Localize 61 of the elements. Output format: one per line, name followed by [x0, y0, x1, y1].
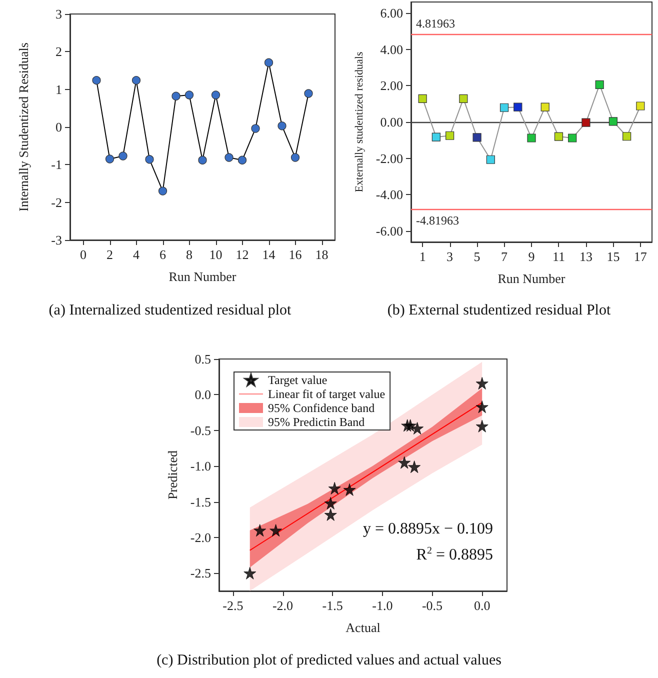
x-tick-label: 5 — [474, 249, 480, 264]
y-tick-label: -4.00 — [376, 187, 403, 202]
y-tick-label: 0.5 — [194, 352, 211, 366]
x-tick-label: 16 — [288, 247, 302, 262]
x-tick-label: 14 — [262, 247, 276, 262]
x-tick-label: 7 — [501, 249, 508, 264]
x-axis-title: Run Number — [498, 271, 566, 286]
x-tick-label: 0.0 — [474, 598, 490, 613]
legend-label: 95% Predictin Band — [268, 415, 365, 429]
y-tick-label: -1 — [51, 157, 62, 172]
x-tick-label: 8 — [186, 247, 192, 262]
x-tick-label: 13 — [579, 249, 592, 264]
y-axis-title: Predicted — [165, 450, 180, 500]
x-tick-label: 0 — [80, 247, 86, 262]
text: (b) External studentized residual Plot — [387, 302, 612, 318]
x-tick-label: 10 — [209, 247, 222, 262]
x-tick-label: 9 — [528, 249, 535, 264]
y-tick-label: -2.5 — [190, 566, 211, 581]
x-axis-title: Run Number — [168, 269, 237, 284]
x-tick-label: -2.5 — [222, 598, 244, 613]
y-axis-title: Internally Studentized Residuals — [16, 42, 31, 212]
y-tick-label: 3 — [56, 6, 62, 22]
y-tick-label: 0 — [56, 120, 62, 134]
x-tick-label: 18 — [315, 247, 328, 262]
y-tick-label: 2 — [56, 44, 62, 60]
y-tick-label: -2.00 — [376, 150, 403, 166]
y-tick-label: -3 — [51, 232, 62, 248]
x-tick-label: 3 — [446, 249, 454, 264]
y-tick-label: -0.5 — [190, 422, 211, 438]
x-tick-label: 2 — [106, 247, 113, 262]
legend-label: Target value — [268, 373, 328, 387]
x-tick-label: 6 — [160, 247, 166, 262]
y-tick-label: -1.5 — [190, 494, 211, 510]
y-tick-label: 6.00 — [380, 5, 403, 20]
legend-label: 95% Confidence band — [268, 401, 375, 415]
x-tick-label: 4 — [133, 247, 140, 262]
y-tick-label: -2 — [51, 194, 62, 210]
y-tick-label: 2.00 — [380, 78, 403, 94]
y-axis-title: Externally studentized residuals — [354, 52, 366, 192]
x-axis-title: Actual — [346, 620, 381, 635]
y-tick-label: 1 — [56, 82, 62, 97]
x-tick-label: 11 — [552, 249, 565, 264]
text: (c) Distribution plot of predicted values and actual values — [156, 652, 502, 668]
y-tick-label: 4.00 — [380, 42, 403, 57]
x-tick-label: 17 — [634, 249, 648, 264]
x-tick-label: 15 — [606, 249, 620, 264]
y-tick-label: -1.0 — [190, 458, 211, 474]
y-tick-label: 0.00 — [380, 114, 403, 130]
y-tick-label: -6.00 — [376, 224, 403, 239]
y-tick-label: -2.0 — [190, 530, 211, 545]
text: (a) Internalized studentized residual plot — [48, 302, 292, 318]
legend-label: Linear fit of target value — [268, 387, 386, 401]
x-tick-label: 1 — [419, 249, 426, 264]
x-tick-label: 12 — [236, 247, 249, 262]
x-tick-label: -1.5 — [322, 598, 343, 613]
ref-line-label: -4.81963 — [416, 214, 459, 228]
ref-line-label: 4.81963 — [416, 16, 455, 30]
annotation: y = 0.8895x − 0.109 — [362, 520, 493, 538]
x-tick-label: -2.0 — [272, 598, 294, 613]
y-tick-label: 0.0 — [194, 387, 211, 402]
x-tick-label: -0.5 — [422, 598, 443, 613]
